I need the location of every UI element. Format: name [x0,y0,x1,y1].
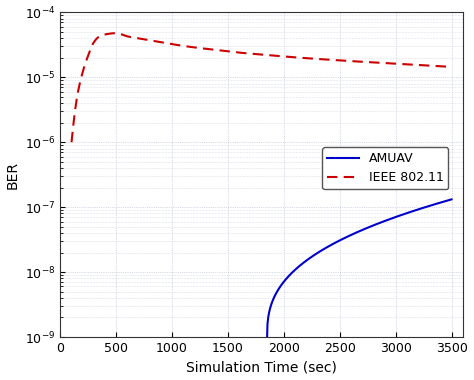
Line: AMUAV: AMUAV [267,200,452,337]
AMUAV [374,222,380,226]
X-axis label: Simulation Time (sec): Simulation Time (sec) [186,361,337,374]
IEEE 802.11 [440,64,446,69]
AMUAV [449,197,455,202]
Line: IEEE 802.11: IEEE 802.11 [72,33,452,142]
IEEE 802.11 [381,61,387,65]
IEEE 802.11 [449,65,455,69]
AMUAV [352,231,357,236]
AMUAV [444,198,450,203]
AMUAV [353,231,359,235]
Legend: AMUAV, IEEE 802.11: AMUAV, IEEE 802.11 [322,147,448,189]
IEEE 802.11 [275,54,281,58]
AMUAV [264,335,270,339]
AMUAV [415,207,421,212]
IEEE 802.11 [296,55,301,60]
AMUAV [364,226,370,230]
IEEE 802.11 [114,31,119,35]
IEEE 802.11 [252,52,258,56]
Y-axis label: BER: BER [6,161,19,189]
IEEE 802.11 [69,140,74,144]
IEEE 802.11 [250,52,255,56]
